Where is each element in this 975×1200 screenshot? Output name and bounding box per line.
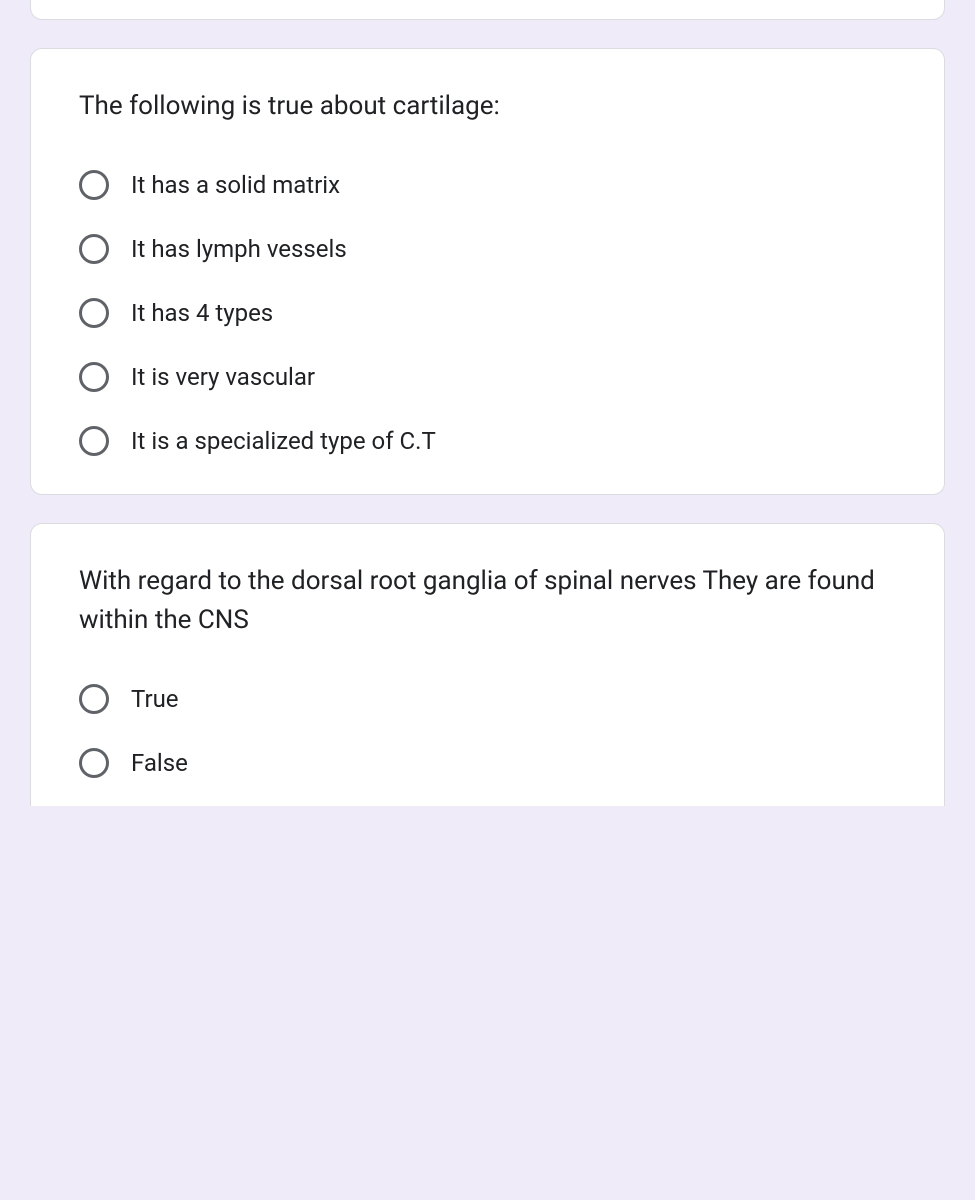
radio-icon <box>79 362 109 392</box>
option-label: False <box>131 749 188 777</box>
options-list: It has a solid matrix It has lymph vesse… <box>79 170 906 456</box>
radio-icon <box>79 748 109 778</box>
radio-icon <box>79 426 109 456</box>
radio-option[interactable]: It has a solid matrix <box>79 170 906 200</box>
radio-icon <box>79 298 109 328</box>
option-label: True <box>131 685 179 713</box>
option-label: It has a solid matrix <box>131 171 340 199</box>
card-fragment <box>30 0 945 20</box>
question-card: The following is true about cartilage: I… <box>30 48 945 495</box>
radio-option[interactable]: False <box>79 748 906 778</box>
radio-icon <box>79 684 109 714</box>
radio-option[interactable]: It has lymph vessels <box>79 234 906 264</box>
radio-option[interactable]: True <box>79 684 906 714</box>
radio-icon <box>79 234 109 264</box>
option-label: It is very vascular <box>131 363 315 391</box>
options-list: True False <box>79 684 906 778</box>
question-prompt: With regard to the dorsal root ganglia o… <box>79 562 906 640</box>
question-card: With regard to the dorsal root ganglia o… <box>30 523 945 806</box>
radio-option[interactable]: It is a specialized type of C.T <box>79 426 906 456</box>
radio-icon <box>79 170 109 200</box>
question-prompt: The following is true about cartilage: <box>79 87 906 126</box>
radio-option[interactable]: It is very vascular <box>79 362 906 392</box>
option-label: It has lymph vessels <box>131 235 347 263</box>
option-label: It is a specialized type of C.T <box>131 427 436 455</box>
radio-option[interactable]: It has 4 types <box>79 298 906 328</box>
option-label: It has 4 types <box>131 299 273 327</box>
